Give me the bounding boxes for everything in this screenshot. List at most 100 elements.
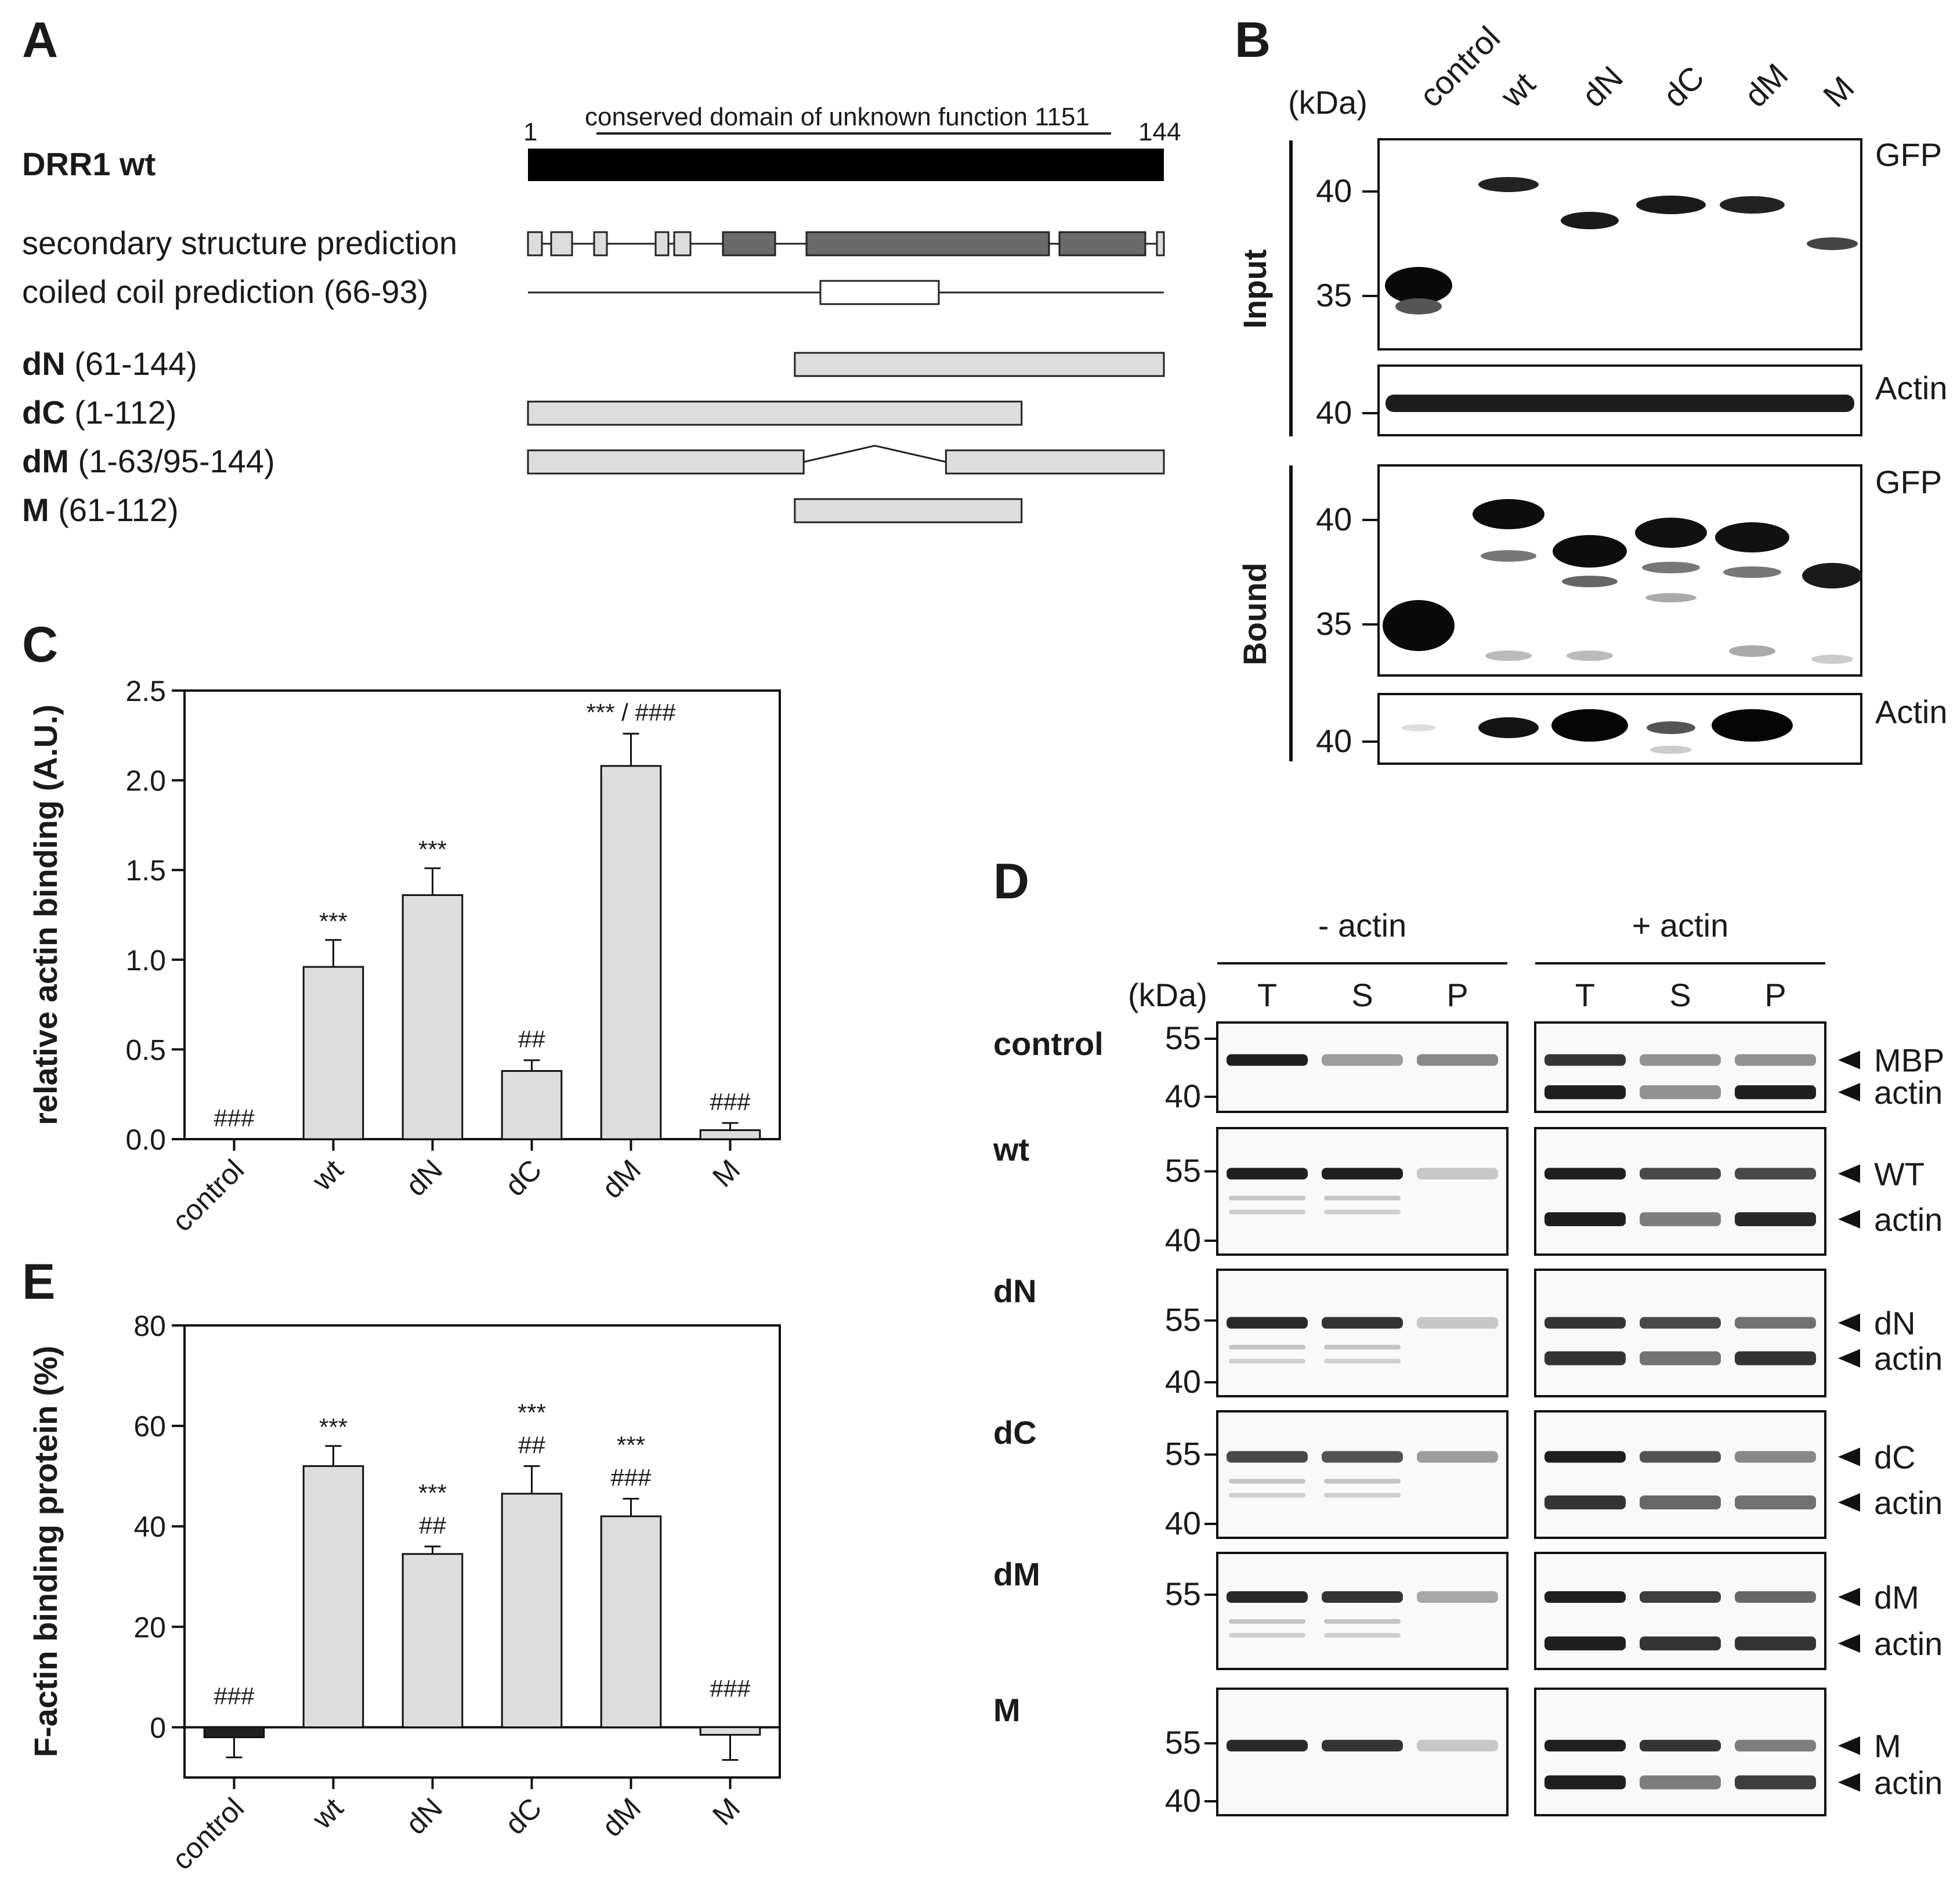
gel-marker-55: 55 xyxy=(1165,1152,1201,1188)
plus-actin-label: + actin xyxy=(1632,907,1729,944)
bar xyxy=(501,1493,563,1728)
blot-d-lane-label: T xyxy=(1575,977,1595,1013)
bound-label: Bound xyxy=(1236,562,1273,665)
deletion-link xyxy=(803,445,946,463)
gel-band-label: dC xyxy=(1874,1439,1916,1475)
construct-bar xyxy=(945,449,1165,475)
structure-element xyxy=(550,231,573,256)
gel-band xyxy=(1544,1317,1626,1329)
bound-gfp-marker-35: 35 xyxy=(1316,605,1352,642)
blot-d-lane-label: P xyxy=(1446,977,1468,1013)
significance-label: ## xyxy=(518,1025,545,1053)
construct-list: DRR1 wt secondary structure prediction coi… xyxy=(22,146,1165,528)
y-tick-label: 0 xyxy=(150,1711,166,1744)
arrowhead-icon xyxy=(1838,1050,1860,1070)
gel-actin-band xyxy=(1544,1085,1626,1100)
gel-band xyxy=(1735,1054,1816,1066)
bar xyxy=(501,1070,563,1140)
gel-band xyxy=(1417,1451,1498,1463)
gel-band xyxy=(1227,1054,1308,1066)
structure-element xyxy=(1156,231,1165,256)
x-tick-label: dM xyxy=(596,1791,647,1843)
gel-band xyxy=(1322,1317,1403,1329)
gel-actin-band xyxy=(1640,1636,1721,1650)
y-tick-label: 0.5 xyxy=(125,1034,166,1066)
x-tick-label: dN xyxy=(399,1153,448,1202)
arrowhead-icon xyxy=(1838,1349,1860,1368)
gel-plus-actin xyxy=(1534,1269,1826,1397)
panel-b-label: B xyxy=(1235,12,1271,68)
arrowhead-icon xyxy=(1838,1634,1860,1653)
gel-band xyxy=(1322,1591,1403,1603)
input-gfp-bands xyxy=(1385,177,1858,315)
bound-actin-label: Actin xyxy=(1875,693,1948,730)
significance-label: *** xyxy=(319,1414,348,1441)
gel-marker-40: 40 xyxy=(1165,1505,1201,1541)
gel-actin-band xyxy=(1544,1495,1626,1509)
gel-actin-band xyxy=(1735,1085,1816,1100)
gel-minor-band xyxy=(1229,1493,1305,1498)
gel-band-label: actin xyxy=(1874,1341,1942,1377)
structure-element xyxy=(722,231,776,256)
chart-c: 0.0 0.5 1.0 1.5 2.0 2.5 relative actin binding… xyxy=(27,675,761,1238)
significance-label: *** xyxy=(518,1399,546,1426)
coiled-coil-box xyxy=(819,280,940,305)
blot-b-lane-label: wt xyxy=(1493,65,1542,114)
arrowhead-icon xyxy=(1838,1083,1860,1102)
significance-label: ### xyxy=(214,1682,255,1710)
gel-plus-actin xyxy=(1534,1552,1826,1670)
gel-marker-55: 55 xyxy=(1165,1435,1201,1472)
bound-gfp-blot xyxy=(1377,464,1862,677)
gel-band xyxy=(1544,1054,1626,1066)
gel-actin-band xyxy=(1544,1212,1626,1226)
blot-b-lane-label: control xyxy=(1412,19,1507,114)
gel-band xyxy=(1640,1591,1721,1603)
x-tick-label: dN xyxy=(399,1791,448,1841)
gel-marker-55: 55 xyxy=(1165,1020,1201,1056)
gel-actin-band xyxy=(1640,1495,1721,1509)
gel-marker-55: 55 xyxy=(1165,1724,1201,1761)
significance-label: ### xyxy=(214,1104,255,1132)
gel-minus-actin xyxy=(1216,1021,1509,1113)
gel-band xyxy=(1640,1317,1721,1329)
arrowhead-icon xyxy=(1838,1736,1860,1755)
construct-label: dN (61-144) xyxy=(22,345,197,382)
gel-band-label: actin xyxy=(1874,1201,1942,1238)
y-tick-label: 2.5 xyxy=(125,675,166,707)
bar xyxy=(302,1465,364,1728)
gel-marker-40: 40 xyxy=(1165,1363,1201,1400)
gel-band xyxy=(1322,1740,1403,1752)
gel-plus-actin xyxy=(1534,1127,1826,1256)
x-tick-label: dC xyxy=(498,1791,548,1841)
gel-actin-band xyxy=(1544,1636,1626,1650)
gel-minor-band xyxy=(1324,1479,1401,1484)
structure-element xyxy=(805,231,1050,256)
blot-b-lane-label: dC xyxy=(1656,59,1711,114)
input-actin-marker-40: 40 xyxy=(1316,394,1352,431)
x-tick-label: wt xyxy=(306,1791,350,1836)
y-axis-label: F-actin binding protein (%) xyxy=(27,1346,64,1757)
y-tick-label: 60 xyxy=(133,1410,166,1443)
significance-label: ### xyxy=(710,1088,751,1115)
gel-band xyxy=(1417,1591,1498,1603)
seq-end-label: 144 xyxy=(1138,118,1181,146)
structure-element xyxy=(527,231,543,256)
gel-actin-band xyxy=(1640,1775,1721,1790)
gel-actin-band xyxy=(1735,1636,1816,1650)
gel-band xyxy=(1227,1591,1308,1603)
gel-band xyxy=(1735,1740,1816,1752)
structure-element xyxy=(654,231,670,256)
gel-band xyxy=(1640,1740,1721,1752)
input-actin-bands xyxy=(1386,395,1854,412)
gel-band xyxy=(1640,1168,1721,1180)
bar xyxy=(600,765,662,1140)
gel-band-label: WT xyxy=(1874,1155,1925,1192)
gel-band-label: dM xyxy=(1874,1579,1919,1616)
bound-actin-bands xyxy=(1401,709,1793,754)
bar xyxy=(699,1726,761,1736)
panel-a-label: A xyxy=(22,12,58,68)
x-tick-label: M xyxy=(706,1153,746,1193)
gel-row-label: wt xyxy=(993,1131,1029,1168)
